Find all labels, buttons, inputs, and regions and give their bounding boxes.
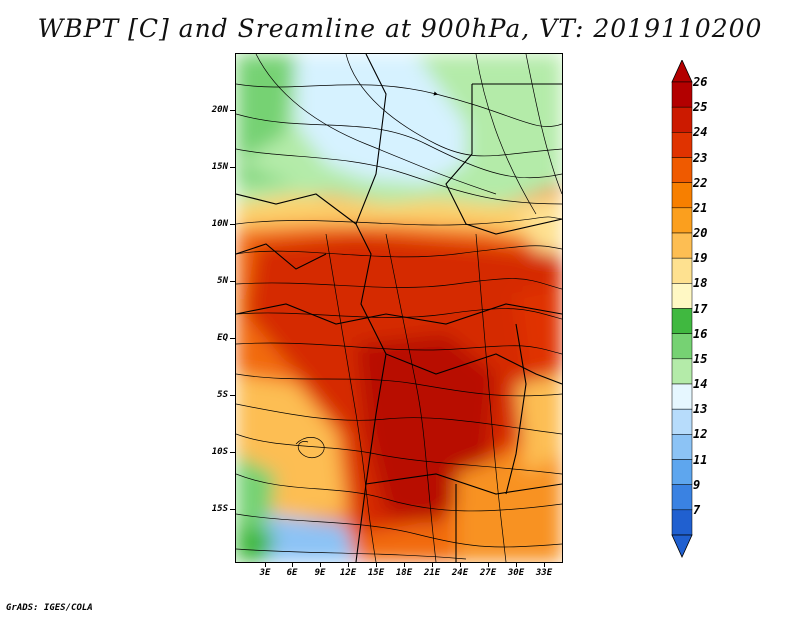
lon-tick [404, 563, 405, 567]
colorbar-label: 24 [693, 125, 708, 140]
lon-label-27e: 27E [479, 568, 497, 578]
colorbar-segment [671, 459, 693, 485]
lat-tick [230, 395, 235, 396]
chart-title: WBPT [C] and Sreamline at 900hPa, VT: 20… [37, 14, 763, 43]
lon-tick [320, 563, 321, 567]
colorbar-segment [671, 283, 693, 309]
colorbar-label: 11 [693, 452, 708, 467]
lon-tick [348, 563, 349, 567]
lat-label-10n: 10N [211, 219, 228, 229]
colorbar-label: 25 [693, 100, 708, 115]
lat-label-10s: 10S [211, 447, 228, 457]
colorbar-label: 22 [693, 175, 708, 190]
colorbar-segment [671, 408, 693, 435]
lon-tick [488, 563, 489, 567]
lon-label-21e: 21E [423, 568, 441, 578]
colorbar-segment [671, 106, 693, 133]
colorbar-segment [671, 81, 693, 108]
lon-label-15e: 15E [367, 568, 385, 578]
lat-tick [230, 110, 235, 111]
lon-label-12e: 12E [339, 568, 357, 578]
streamlines [236, 54, 562, 562]
colorbar-label: 7 [693, 502, 701, 517]
lon-label-9e: 9E [314, 568, 326, 578]
colorbar-segment [671, 484, 693, 511]
colorbar-label: 21 [693, 200, 708, 215]
colorbar-label: 18 [693, 276, 708, 291]
colorbar-segment [671, 182, 693, 209]
colorbar-segment [671, 308, 693, 334]
colorbar-segment [671, 434, 693, 460]
lon-label-18e: 18E [395, 568, 413, 578]
colorbar-label: 14 [693, 377, 708, 391]
colorbar-segment [671, 232, 693, 259]
colorbar-label: 15 [693, 351, 708, 366]
lat-label-15s: 15S [211, 504, 228, 514]
lat-label-eq: EQ [217, 333, 228, 343]
colorbar-label: 9 [693, 477, 701, 492]
country-borders [236, 54, 562, 562]
colorbar-segment [671, 157, 693, 183]
lon-tick [265, 563, 266, 567]
lat-tick [230, 224, 235, 225]
lon-tick [544, 563, 545, 567]
lon-label-24e: 24E [451, 568, 469, 578]
lon-tick [516, 563, 517, 567]
lat-tick [230, 452, 235, 453]
lat-tick [230, 509, 235, 510]
colorbar-segment [671, 333, 693, 360]
lon-tick [432, 563, 433, 567]
colorbar-label: 17 [693, 301, 708, 316]
colorbar-label: 16 [693, 326, 708, 341]
colorbar-segment [671, 383, 693, 410]
lat-label-15n: 15N [211, 162, 228, 172]
lat-label-5n: 5N [217, 276, 228, 286]
lat-label-20n: 20N [211, 105, 228, 115]
lon-label-33e: 33E [535, 568, 553, 578]
lon-tick [292, 563, 293, 567]
lat-tick [230, 167, 235, 168]
colorbar-label: 12 [693, 427, 708, 442]
lat-tick [230, 338, 235, 339]
wbpt-map [235, 53, 563, 563]
footer-credit: GrADS: IGES/COLA [6, 603, 93, 613]
lat-tick [230, 281, 235, 282]
colorbar-label: 26 [693, 75, 708, 89]
colorbar-label: 20 [693, 226, 708, 240]
colorbar-label: 23 [693, 150, 708, 165]
colorbar-segment [671, 509, 693, 536]
colorbar-segment [671, 132, 693, 158]
lon-label-6e: 6E [286, 568, 298, 578]
lat-label-5s: 5S [217, 390, 228, 400]
lon-tick [376, 563, 377, 567]
colorbar [671, 60, 693, 558]
colorbar-bottom-arrow [671, 534, 693, 558]
colorbar-top-arrow [671, 60, 693, 83]
colorbar-label: 19 [693, 251, 708, 266]
colorbar-label: 13 [693, 402, 708, 417]
colorbar-segment [671, 207, 693, 234]
lon-label-30e: 30E [507, 568, 525, 578]
colorbar-segment [671, 358, 693, 385]
lon-label-3e: 3E [259, 568, 271, 578]
colorbar-segment [671, 257, 693, 284]
lon-tick [460, 563, 461, 567]
